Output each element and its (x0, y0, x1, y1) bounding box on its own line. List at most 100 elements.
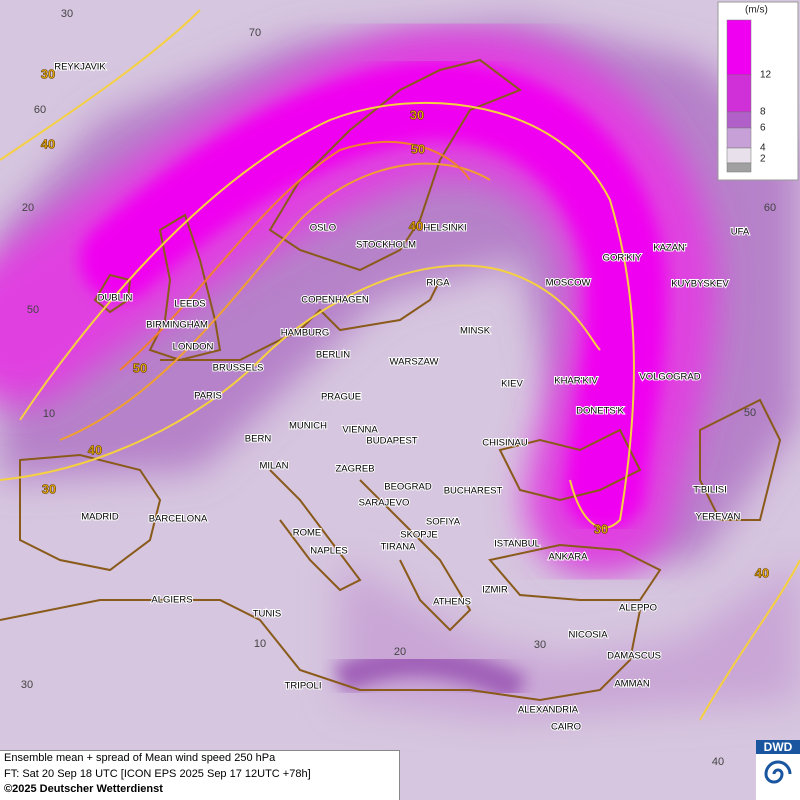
logo-icon (764, 760, 792, 784)
dwd-logo: DWD (756, 740, 800, 800)
legend-swatch (726, 111, 752, 129)
grid-label: 30 (534, 639, 546, 651)
city-label: LEEDS (174, 299, 205, 310)
city-label: DONETS'K (576, 406, 624, 417)
city-label: KUYBYSKEV (671, 279, 729, 290)
city-label: KHAR'KIV (554, 376, 598, 387)
city-label: MILAN (259, 461, 288, 472)
city-label: TUNIS (253, 609, 282, 620)
contour-label: 40 (409, 218, 423, 233)
legend: (m/s) 12 8 6 42 (717, 1, 799, 181)
city-label: LONDON (173, 342, 214, 353)
city-label: BIRMINGHAM (146, 320, 208, 331)
city-label: PRAGUE (321, 392, 361, 403)
city-label: RIGA (426, 278, 450, 289)
city-label: IZMIR (482, 585, 508, 596)
city-label: MOSCOW (546, 278, 591, 289)
city-label: OSLO (310, 223, 336, 234)
city-label: BARCELONA (149, 514, 208, 525)
legend-tick: 6 (760, 123, 766, 134)
contour-label: 40 (41, 136, 55, 151)
city-label: REYKJAVIK (54, 62, 106, 73)
city-label: TRIPOLI (285, 681, 322, 692)
city-label: ALEXANDRIA (518, 705, 579, 716)
city-label: DAMASCUS (607, 651, 661, 662)
logo-text: DWD (756, 740, 800, 754)
city-label: DUBLIN (98, 293, 133, 304)
grid-label: 60 (34, 104, 46, 116)
city-label: BRUSSELS (213, 363, 264, 374)
city-label: STOCKHOLM (356, 240, 416, 251)
legend-tick: 2 (760, 154, 766, 165)
city-label: BERLIN (316, 350, 350, 361)
city-label: SKOPJE (400, 530, 438, 541)
grid-label: 10 (254, 638, 266, 650)
legend-swatch (726, 127, 752, 149)
legend-unit: (m/s) (745, 5, 768, 16)
city-label: PARIS (194, 391, 222, 402)
city-label: ROME (293, 528, 322, 539)
city-label: WARSZAW (390, 357, 439, 368)
footer-line: ©2025 Deutscher Wetterdienst (4, 783, 163, 795)
legend-swatch (726, 74, 752, 113)
contour-label: 30 (42, 481, 56, 496)
city-label: NAPLES (310, 546, 348, 557)
city-label: COPENHAGEN (301, 295, 369, 306)
city-label: VIENNA (342, 425, 378, 436)
city-label: GOR'KIY (603, 253, 642, 264)
contour-label: 30 (41, 66, 55, 81)
grid-label: 50 (27, 304, 39, 316)
contour-label: 50 (133, 360, 147, 375)
coastlines (0, 58, 782, 702)
city-label: MADRID (81, 512, 119, 523)
wind-contours (0, 9, 800, 721)
legend-swatch (726, 19, 752, 76)
city-label: SARAJEVO (359, 498, 410, 509)
city-label: ANKARA (548, 552, 588, 563)
legend-tick: 8 (760, 107, 766, 118)
contour-label: 40 (88, 442, 102, 457)
city-label: HAMBURG (281, 328, 330, 339)
city-label: BUDAPEST (366, 436, 417, 447)
city-label: HELSINKI (423, 223, 466, 234)
footer: Ensemble mean + spread of Mean wind spee… (0, 750, 400, 800)
city-label: ALEPPO (619, 603, 657, 614)
city-label: T'BILISI (693, 485, 727, 496)
city-label: ZAGREB (335, 464, 374, 475)
city-label: UFA (731, 227, 750, 238)
grid-label: 30 (21, 679, 33, 691)
city-label: ALGIERS (151, 595, 192, 606)
city-label: KIEV (501, 379, 523, 390)
grid-label: 70 (249, 27, 261, 39)
grid-label: 40 (712, 756, 724, 768)
city-label: BUCHAREST (444, 486, 503, 497)
city-label: YEREVAN (696, 512, 741, 523)
city-label: KAZAN' (653, 243, 687, 254)
city-label: CAIRO (551, 722, 581, 733)
city-label: TIRANA (381, 542, 417, 553)
city-label: NICOSIA (568, 630, 608, 641)
contour-label: 40 (755, 565, 769, 580)
grid-label: 10 (43, 408, 55, 420)
grid-label: 60 (764, 202, 776, 214)
contour-label: 30 (594, 521, 608, 536)
city-label: AMMAN (614, 679, 650, 690)
city-label: CHISINAU (482, 438, 528, 449)
city-label: MINSK (460, 326, 491, 337)
city-label: SOFIYA (426, 517, 461, 528)
grid-label: 30 (61, 8, 73, 20)
grid-label: 50 (744, 407, 756, 419)
city-label: ISTANBUL (494, 539, 540, 550)
grid-label: 20 (394, 646, 406, 658)
city-label: BEOGRAD (384, 482, 432, 493)
legend-swatch (726, 147, 752, 164)
city-label: BERN (245, 434, 272, 445)
city-label: VOLGOGRAD (639, 372, 700, 383)
city-label: ATHENS (433, 597, 471, 608)
legend-tick: 12 (760, 70, 772, 81)
legend-swatch (726, 162, 752, 173)
wind-field (0, 20, 800, 720)
grid-label: 20 (22, 202, 34, 214)
